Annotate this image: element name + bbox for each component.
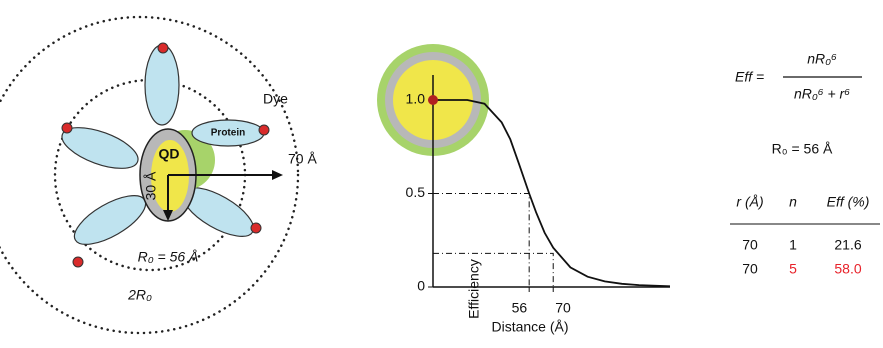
petal — [144, 44, 180, 126]
table-cell: 5 — [789, 261, 797, 277]
marker — [428, 95, 438, 105]
dye-dot — [61, 122, 73, 134]
r0-value: R₀ = 56 Å — [772, 141, 833, 157]
formula-lhs: Eff = — [735, 69, 764, 85]
petal — [73, 195, 147, 245]
formula-numerator: nR₀⁶ — [807, 51, 837, 67]
table-cell: 70 — [742, 237, 758, 253]
arrow-head — [272, 170, 283, 180]
x-axis-label: Distance (Å) — [491, 319, 568, 335]
table-cell: 70 — [742, 261, 758, 277]
table-cell: 21.6 — [834, 237, 861, 253]
forster-label: R₀ = 56 Å — [138, 249, 199, 265]
outer-ring — [0, 15, 300, 335]
table-cell: 1 — [789, 237, 797, 253]
y-tick-label: 0.5 — [406, 184, 426, 200]
table-header: r (Å) — [736, 194, 763, 210]
dye-dot — [157, 42, 169, 54]
ring-label: 2R₀ — [127, 287, 152, 303]
dye-dot — [250, 222, 262, 234]
guide-line — [433, 252, 554, 287]
protein-label: Protein — [211, 128, 245, 139]
y-axis-label: Efficiency — [466, 259, 482, 319]
x-tick-label: 70 — [555, 300, 571, 316]
radius-label: 70 Å — [288, 151, 317, 167]
petal — [61, 127, 139, 169]
y-tick-label: 1.0 — [406, 91, 426, 107]
table-header: Eff (%) — [827, 194, 870, 210]
arrow-head — [163, 210, 173, 221]
qd-label: QD — [159, 146, 180, 162]
dye-petals — [61, 44, 255, 245]
qd-radius-label: 30 Å — [143, 171, 159, 200]
dye-label: Dye — [263, 91, 288, 107]
dye-dots — [61, 42, 270, 268]
y-tick-label: 0 — [417, 278, 425, 294]
dye-dot — [72, 256, 84, 268]
formula-denominator: nR₀⁶ + r⁶ — [794, 86, 850, 102]
table-cell: 58.0 — [834, 261, 861, 277]
efficiency-curve — [433, 99, 671, 288]
dye-dot — [258, 124, 270, 136]
x-tick-label: 56 — [512, 300, 528, 316]
table-header: n — [789, 194, 797, 210]
